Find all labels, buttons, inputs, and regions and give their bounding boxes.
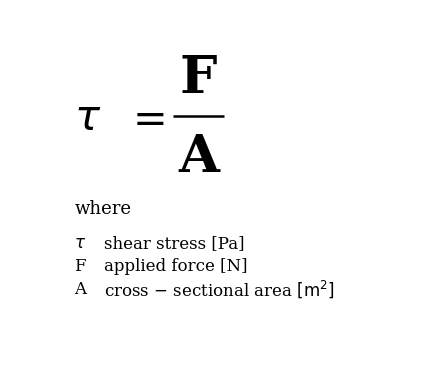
Text: F: F bbox=[180, 53, 217, 104]
Text: where: where bbox=[74, 199, 131, 217]
Text: applied force [N]: applied force [N] bbox=[104, 258, 248, 275]
Text: A: A bbox=[178, 132, 219, 183]
Text: cross $-$ sectional area $\left[\mathrm{m}^{2}\right]$: cross $-$ sectional area $\left[\mathrm{… bbox=[104, 279, 335, 300]
Text: F: F bbox=[74, 258, 86, 275]
Text: A: A bbox=[74, 281, 86, 298]
Text: $\tau$: $\tau$ bbox=[74, 236, 86, 252]
Text: $=$: $=$ bbox=[125, 97, 165, 139]
Text: shear stress [Pa]: shear stress [Pa] bbox=[104, 236, 245, 252]
Text: $\tau$: $\tau$ bbox=[74, 97, 101, 139]
